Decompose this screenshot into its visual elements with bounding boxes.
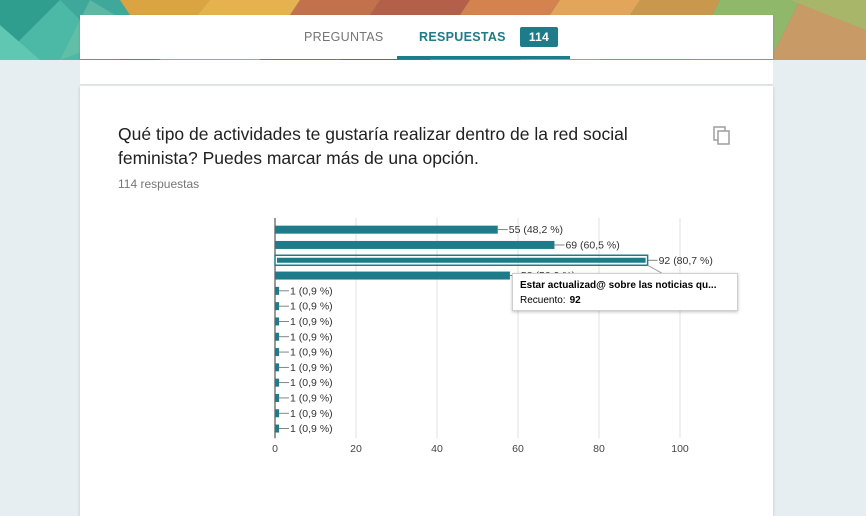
data-label-12: 1 (0,9 %) [290, 408, 333, 420]
bar-9 [275, 363, 280, 372]
tab-respuestas-label: RESPUESTAS [419, 30, 506, 44]
bar-10 [275, 378, 280, 387]
active-tab-indicator [397, 56, 570, 59]
bar-1 [275, 240, 555, 249]
data-label-11: 1 (0,9 %) [290, 392, 333, 404]
response-count: 114 respuestas [118, 177, 200, 191]
tab-respuestas[interactable]: RESPUESTAS 114 [419, 15, 559, 59]
tabs-bar: PREGUNTAS RESPUESTAS 114 [80, 15, 773, 59]
data-label-13: 1 (0,9 %) [290, 423, 333, 435]
bar-13 [275, 424, 280, 433]
question-title: Qué tipo de actividades te gustaría real… [118, 124, 628, 168]
question-card: Qué tipo de actividades te gustaría real… [80, 86, 773, 516]
tooltip-pointer [647, 264, 662, 274]
tooltip-title: Estar actualizad@ sobre las noticias qu.… [520, 280, 717, 291]
tooltip-row: Recuento: 92 [520, 295, 581, 306]
summary-strip [80, 60, 773, 85]
data-label-10: 1 (0,9 %) [290, 377, 333, 389]
bar-chart: 0 20 40 60 80 100 55 (48,2 %)69 (60,5 %) 92 (80… [272, 218, 713, 455]
bar-7 [275, 332, 280, 341]
x-tick-label-2: 40 [431, 443, 443, 455]
tab-preguntas[interactable]: PREGUNTAS [304, 15, 384, 59]
bar-8 [275, 348, 280, 357]
bar-11 [275, 393, 280, 402]
bar-3 [275, 271, 510, 280]
responses-count-badge: 114 [519, 27, 559, 47]
tooltip-label: Recuento: [520, 295, 566, 306]
bar-12 [275, 409, 280, 418]
x-tick-label-0: 0 [272, 443, 278, 455]
data-label-4: 1 (0,9 %) [290, 285, 333, 297]
data-label-8: 1 (0,9 %) [290, 347, 333, 359]
data-label-1: 69 (60,5 %) [565, 239, 619, 251]
x-tick-label-1: 20 [350, 443, 362, 455]
tab-preguntas-label: PREGUNTAS [304, 30, 384, 44]
data-label-7: 1 (0,9 %) [290, 331, 333, 343]
chart-tooltip: Estar actualizad@ sobre las noticias qu.… [512, 273, 738, 311]
bar-6 [275, 317, 280, 326]
x-tick-label-4: 80 [593, 443, 605, 455]
data-label-0: 55 (48,2 %) [509, 224, 563, 236]
bar-5 [275, 302, 280, 311]
copy-icon[interactable] [713, 126, 731, 151]
bar-4 [275, 286, 280, 295]
data-label-9: 1 (0,9 %) [290, 362, 333, 374]
data-label-6: 1 (0,9 %) [290, 316, 333, 328]
tooltip-value: 92 [569, 295, 581, 306]
x-tick-label-5: 100 [671, 443, 689, 455]
bar-2 [277, 257, 646, 263]
bar-0 [275, 225, 498, 234]
data-label-5: 1 (0,9 %) [290, 301, 333, 313]
x-tick-label-3: 60 [512, 443, 524, 455]
data-label-2: 92 (80,7 %) [659, 255, 713, 267]
